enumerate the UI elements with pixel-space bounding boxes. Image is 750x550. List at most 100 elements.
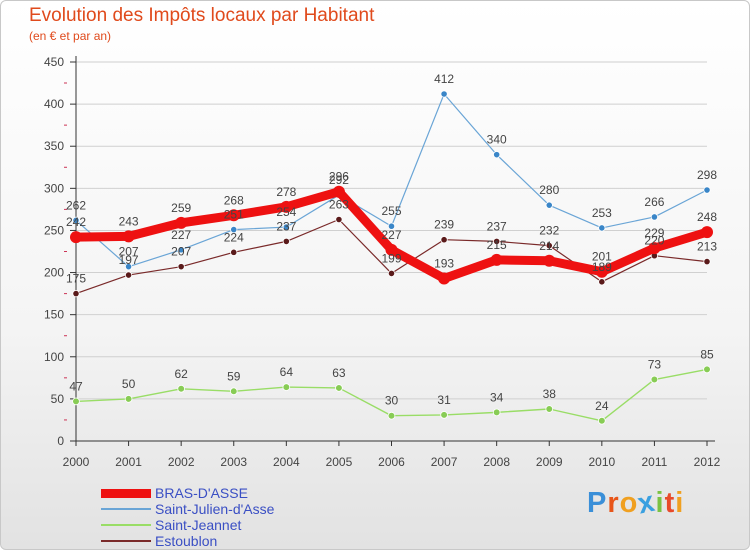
data-label: 197 bbox=[119, 253, 139, 267]
data-point bbox=[438, 272, 451, 285]
data-point bbox=[280, 200, 293, 213]
x-tick-label: 2009 bbox=[536, 455, 563, 469]
x-tick-label: 2006 bbox=[378, 455, 405, 469]
y-tick-label: 300 bbox=[44, 181, 64, 195]
logo-letter: o bbox=[619, 487, 639, 519]
data-label: 278 bbox=[276, 185, 296, 199]
x-tick-label: 2004 bbox=[273, 455, 300, 469]
chart-subtitle: (en € et par an) bbox=[29, 29, 112, 43]
legend-label: Saint-Jeannet bbox=[155, 517, 242, 533]
data-label: 31 bbox=[437, 393, 451, 407]
y-tick-label: 0 bbox=[57, 434, 64, 448]
y-grid bbox=[76, 61, 707, 400]
data-point bbox=[229, 387, 238, 396]
data-label: 50 bbox=[122, 377, 136, 391]
data-label: 253 bbox=[592, 206, 612, 220]
data-label: 73 bbox=[648, 358, 662, 372]
data-point bbox=[493, 237, 501, 245]
data-point bbox=[595, 265, 608, 278]
data-label: 237 bbox=[276, 219, 296, 233]
data-label: 62 bbox=[174, 367, 188, 381]
y-tick-labels: 0 50 100 150 200 250 300 350 400 450 bbox=[44, 55, 64, 448]
data-point bbox=[72, 216, 80, 224]
y-tick-label: 400 bbox=[44, 97, 64, 111]
data-label: 215 bbox=[487, 238, 507, 252]
data-point bbox=[648, 242, 661, 255]
data-label: 207 bbox=[119, 245, 139, 259]
data-point bbox=[440, 90, 448, 98]
data-label: 262 bbox=[66, 198, 86, 212]
data-label: 63 bbox=[332, 366, 346, 380]
x-tick-labels: 2000 2001 2002 2003 2004 2005 2006 2007 2008 2009… bbox=[63, 455, 721, 469]
data-label: 232 bbox=[539, 224, 559, 238]
data-labels: 262 207 227 251 254 292 255 412 340 280 253 266 298 1… bbox=[66, 72, 717, 413]
x-tick-label: 2010 bbox=[588, 455, 615, 469]
data-point bbox=[387, 269, 396, 277]
data-point bbox=[545, 242, 553, 250]
data-label: 193 bbox=[434, 256, 454, 270]
legend-swatch bbox=[101, 540, 151, 542]
data-label: 59 bbox=[227, 369, 241, 383]
y-tick-label: 200 bbox=[44, 266, 64, 280]
data-label: 189 bbox=[592, 260, 612, 274]
legend-swatch bbox=[101, 524, 151, 526]
series-lines bbox=[70, 90, 713, 425]
data-point bbox=[335, 215, 343, 224]
data-label: 242 bbox=[66, 215, 86, 229]
x-tick-label: 2007 bbox=[431, 455, 458, 469]
logo-letter: t bbox=[664, 487, 676, 519]
data-label: 248 bbox=[697, 210, 717, 224]
axes bbox=[64, 56, 715, 446]
logo-letter: P bbox=[587, 487, 608, 519]
data-label: 237 bbox=[487, 219, 507, 233]
legend-swatch bbox=[101, 508, 151, 510]
data-point bbox=[124, 263, 133, 271]
data-label: 224 bbox=[224, 230, 244, 244]
data-label: 64 bbox=[280, 365, 294, 379]
data-point bbox=[387, 222, 396, 230]
data-point bbox=[177, 246, 185, 254]
logo-letter: i bbox=[675, 487, 685, 519]
legend-label: Estoublon bbox=[155, 533, 218, 549]
data-label: 34 bbox=[490, 390, 504, 404]
data-point bbox=[282, 237, 290, 245]
data-point bbox=[598, 278, 606, 286]
data-point bbox=[282, 383, 291, 391]
x-tick-label: 2001 bbox=[115, 455, 142, 469]
legend-swatch bbox=[101, 488, 151, 498]
logo-letter: i bbox=[655, 487, 665, 519]
legend-label: BRAS-D'ASSE bbox=[155, 485, 248, 501]
data-point bbox=[177, 263, 185, 271]
logo-letter: r bbox=[607, 487, 620, 519]
data-point bbox=[335, 384, 343, 392]
data-label: 268 bbox=[224, 193, 244, 207]
data-point bbox=[650, 375, 659, 384]
data-point bbox=[122, 230, 135, 243]
data-label: 30 bbox=[385, 394, 399, 408]
legend-label: Saint-Julien-d'Asse bbox=[155, 501, 275, 517]
data-label: 239 bbox=[434, 218, 454, 232]
data-label: 266 bbox=[644, 195, 664, 209]
data-label: 227 bbox=[381, 228, 401, 242]
data-point bbox=[598, 416, 606, 425]
data-label: 296 bbox=[329, 170, 349, 184]
data-point bbox=[177, 384, 185, 393]
data-point bbox=[230, 226, 238, 234]
data-label: 213 bbox=[697, 240, 717, 254]
x-tick-label: 2003 bbox=[220, 455, 247, 469]
data-label: 263 bbox=[329, 197, 349, 211]
data-point bbox=[124, 395, 133, 403]
data-point bbox=[598, 224, 606, 232]
data-point bbox=[72, 290, 80, 298]
data-label: 175 bbox=[66, 272, 86, 286]
x-tick-label: 2000 bbox=[63, 455, 90, 469]
data-label: 47 bbox=[69, 379, 83, 393]
y-tick-label: 50 bbox=[51, 392, 65, 406]
data-point bbox=[545, 405, 554, 413]
data-label: 254 bbox=[276, 205, 296, 219]
data-label: 85 bbox=[700, 347, 714, 361]
data-label: 227 bbox=[171, 228, 191, 242]
data-point bbox=[385, 243, 398, 256]
